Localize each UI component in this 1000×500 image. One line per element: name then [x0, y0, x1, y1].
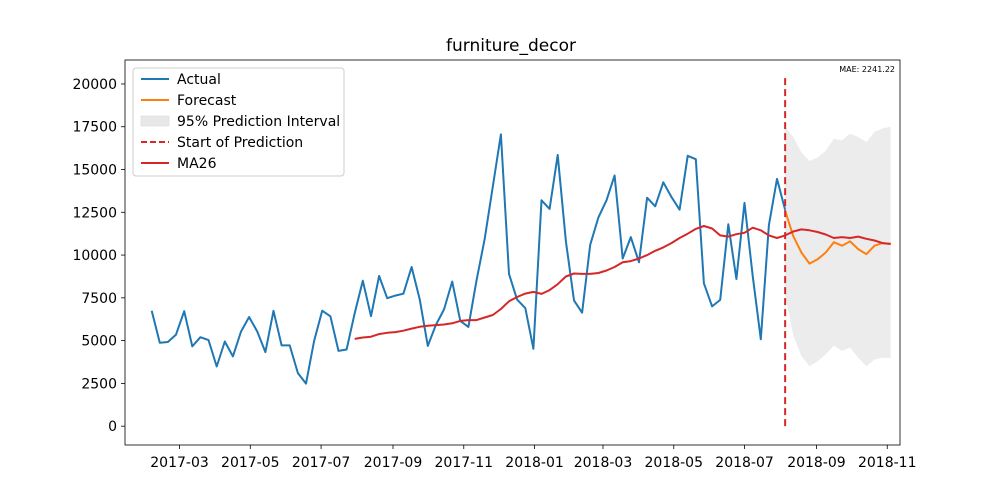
y-tick-label: 10000 [72, 248, 117, 264]
x-tick-label: 2018-07 [715, 455, 774, 471]
y-tick-label: 12500 [72, 205, 117, 221]
legend-label-forecast: Forecast [177, 93, 237, 109]
chart-title: furniture_decor [446, 36, 576, 56]
x-tick-label: 2017-07 [292, 455, 351, 471]
legend-label-ma26: MA26 [177, 156, 217, 172]
legend-label-start-of-prediction: Start of Prediction [177, 135, 303, 151]
forecast-series-line [784, 210, 891, 265]
y-tick-label: 5000 [81, 334, 117, 350]
prediction-interval-layer [785, 126, 891, 367]
x-tick-label: 2018-09 [787, 455, 846, 471]
y-tick-label: 15000 [72, 163, 117, 179]
x-tick-label: 2018-03 [574, 455, 633, 471]
actual-series-line [150, 133, 787, 385]
x-tick-label: 2018-11 [858, 455, 917, 471]
x-tick-label: 2017-09 [364, 455, 423, 471]
y-tick-label: 2500 [81, 376, 117, 392]
y-tick-label: 7500 [81, 291, 117, 307]
legend: Actual Forecast 95% Prediction Interval Sta… [132, 67, 345, 177]
legend-box [132, 67, 345, 177]
legend-swatch-95-prediction-interval [140, 115, 170, 127]
legend-label-actual: Actual [177, 72, 221, 88]
x-tick-label: 2018-01 [505, 455, 564, 471]
series-layer [150, 75, 891, 427]
y-axis: 0 2500 5000 7500 10000 12500 15000 17500 20000 [72, 77, 125, 435]
prediction-interval-band [785, 126, 891, 367]
plot-area-frame [124, 59, 901, 446]
ma26-series-line [354, 225, 891, 340]
x-tick-label: 2017-05 [221, 455, 280, 471]
x-axis: 2017-03 2017-05 2017-07 2017-09 2017-11 2018-… [150, 445, 916, 471]
y-tick-label: 0 [108, 419, 117, 435]
x-tick-label: 2017-03 [150, 455, 209, 471]
y-tick-label: 20000 [72, 77, 117, 93]
x-tick-label: 2018-05 [645, 455, 704, 471]
legend-label-95-prediction-interval: 95% Prediction Interval [177, 114, 340, 130]
mae-annotation: MAE: 2241.22 [839, 65, 895, 74]
y-tick-label: 17500 [72, 120, 117, 136]
x-tick-label: 2017-11 [435, 455, 494, 471]
